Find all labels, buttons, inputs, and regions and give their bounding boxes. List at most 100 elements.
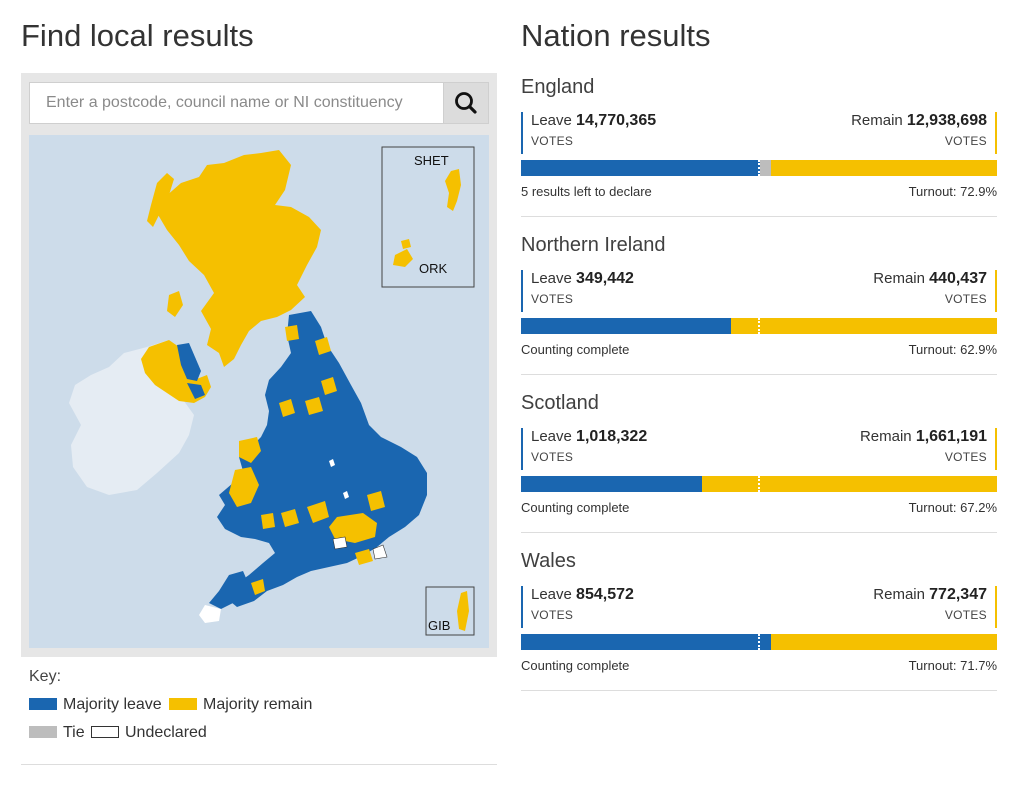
result-bar — [521, 160, 997, 176]
nation-card-england: England Leave 14,770,365 VOTES Remain 12… — [521, 76, 997, 234]
declaration-status: Counting complete — [521, 342, 630, 357]
inset-gibraltar — [425, 586, 475, 636]
key-item-majority-leave: Majority leave — [29, 696, 162, 714]
region-wales-remain-north[interactable] — [239, 437, 261, 463]
uk-results-map[interactable]: SHET ORK GIB — [29, 135, 489, 648]
leave-votes: 349,442 — [576, 270, 634, 287]
region-islay[interactable] — [167, 291, 183, 317]
region-london[interactable] — [329, 513, 377, 543]
region-oxford-cambridge[interactable] — [307, 501, 329, 523]
turnout: Turnout: 62.9% — [908, 342, 997, 357]
region-cambridge[interactable] — [367, 491, 385, 511]
key-item-tie: Tie — [29, 724, 85, 742]
declaration-status: Counting complete — [521, 500, 630, 515]
region-newcastle[interactable] — [315, 337, 331, 355]
leave-share-bar — [521, 160, 760, 176]
region-bristol[interactable] — [281, 509, 299, 527]
declaration-status: 5 results left to declare — [521, 184, 652, 199]
remain-votes: 12,938,698 — [906, 112, 987, 129]
inset-label-orkney: ORK — [419, 261, 448, 276]
key-label-remain: Majority remain — [203, 696, 313, 713]
key-swatch-tie — [29, 726, 57, 738]
divider — [21, 764, 497, 765]
turnout: Turnout: 71.7% — [908, 658, 997, 673]
nation-name: Scotland — [521, 392, 599, 414]
region-western-isles[interactable] — [147, 173, 174, 227]
key-title: Key: — [29, 668, 62, 685]
search-button[interactable] — [443, 82, 489, 124]
leave-share-bar — [521, 634, 771, 650]
search-bar — [29, 82, 489, 124]
region-undeclared-midlands[interactable] — [329, 459, 335, 467]
local-results-title: Find local results — [21, 18, 254, 53]
remain-total: Remain 12,938,698 VOTES — [851, 112, 997, 154]
leave-label: Leave — [531, 428, 572, 445]
declaration-status: Counting complete — [521, 658, 630, 673]
votes-label: VOTES — [531, 608, 574, 622]
region-northern-ireland-leave-east[interactable] — [187, 383, 205, 399]
result-bar — [521, 318, 997, 334]
leave-share-bar — [521, 318, 731, 334]
remain-votes: 440,437 — [929, 270, 987, 287]
region-undeclared-east[interactable] — [343, 491, 349, 499]
region-brighton[interactable] — [355, 549, 373, 565]
nation-name: Northern Ireland — [521, 234, 666, 256]
nation-results-title: Nation results — [521, 18, 711, 53]
majority-line — [758, 318, 760, 334]
key-swatch-leave — [29, 698, 57, 710]
nation-card-northern-ireland: Northern Ireland Leave 349,442 VOTES Rem… — [521, 234, 997, 392]
remain-total: Remain 440,437 VOTES — [873, 270, 997, 312]
votes-label: VOTES — [944, 450, 987, 464]
region-liverpool[interactable] — [279, 399, 295, 417]
leave-label: Leave — [531, 586, 572, 603]
result-bar — [521, 634, 997, 650]
region-orkney[interactable] — [393, 249, 413, 267]
leave-total: Leave 349,442 VOTES — [521, 270, 634, 312]
search-input[interactable] — [29, 82, 443, 124]
region-wales-remain-cardiff[interactable] — [261, 513, 275, 529]
remain-votes: 772,347 — [929, 586, 987, 603]
region-undeclared-london[interactable] — [332, 536, 348, 550]
turnout: Turnout: 67.2% — [908, 500, 997, 515]
key-swatch-remain — [169, 698, 197, 710]
divider — [521, 216, 997, 217]
leave-label: Leave — [531, 112, 572, 129]
region-manchester[interactable] — [305, 397, 323, 415]
region-northern-ireland-leave[interactable] — [177, 343, 201, 381]
region-york-leeds[interactable] — [321, 377, 337, 395]
remain-label: Remain — [851, 112, 903, 129]
remain-total: Remain 1,661,191 VOTES — [860, 428, 997, 470]
region-exeter[interactable] — [251, 579, 265, 595]
map-panel: SHET ORK GIB — [21, 73, 497, 657]
inset-shetland-orkney — [381, 146, 475, 288]
region-wales-remain-west[interactable] — [229, 467, 259, 507]
leave-total: Leave 1,018,322 VOTES — [521, 428, 647, 470]
turnout: Turnout: 72.9% — [908, 184, 997, 199]
nation-name: Wales — [521, 550, 576, 572]
region-gibraltar[interactable] — [457, 591, 469, 631]
region-undeclared-kent[interactable] — [372, 544, 388, 560]
leave-votes: 1,018,322 — [576, 428, 648, 445]
majority-line — [758, 634, 760, 650]
votes-label: VOTES — [944, 134, 987, 148]
remain-label: Remain — [873, 270, 925, 287]
leave-total: Leave 854,572 VOTES — [521, 586, 634, 628]
leave-total: Leave 14,770,365 VOTES — [521, 112, 656, 154]
map-key: Key: Majority leave Majority remain Tie … — [29, 668, 312, 741]
region-shetland[interactable] — [445, 169, 461, 211]
inset-label-gibraltar: GIB — [428, 618, 450, 633]
divider — [521, 690, 997, 691]
remain-label: Remain — [859, 428, 912, 445]
region-scotland[interactable] — [157, 150, 321, 367]
region-undeclared-cornwall[interactable] — [199, 605, 221, 623]
remain-label: Remain — [873, 586, 925, 603]
votes-label: VOTES — [531, 450, 574, 464]
region-orkney-isles[interactable] — [401, 239, 411, 249]
leave-share-bar — [521, 476, 702, 492]
key-label-leave: Majority leave — [63, 696, 162, 713]
key-item-undeclared: Undeclared — [91, 724, 207, 742]
leave-votes: 14,770,365 — [576, 112, 657, 129]
region-cornwall[interactable] — [209, 571, 249, 609]
region-cumbria-remain[interactable] — [285, 325, 299, 341]
